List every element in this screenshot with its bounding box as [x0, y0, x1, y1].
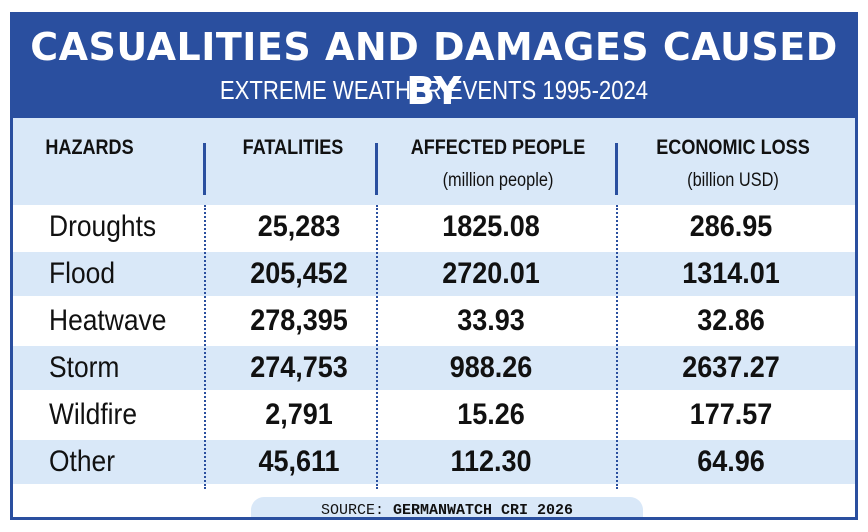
column-header-loss-label: ECONOMIC LOSS: [656, 136, 810, 159]
infographic-frame: CASUALITIES AND DAMAGES CAUSED BY EXTREM…: [10, 12, 858, 520]
column-header-hazards: HAZARDS: [23, 136, 183, 160]
hazard-name: Other: [49, 445, 116, 478]
table-row: Storm 274,753 988.26 2637.27: [13, 346, 855, 390]
fatalities-value: 45,611: [258, 445, 340, 478]
title-banner: CASUALITIES AND DAMAGES CAUSED BY EXTREM…: [13, 15, 855, 118]
affected-value: 2720.01: [442, 257, 540, 290]
economic-loss-value: 286.95: [689, 210, 773, 243]
affected-value: 988.26: [449, 351, 533, 384]
chart-subtitle: EXTREME WEATHER EVENTS 1995-2024: [219, 75, 649, 105]
header-divider: [375, 143, 378, 195]
source-label: SOURCE:: [320, 502, 384, 519]
affected-value: 112.30: [450, 445, 532, 478]
header-divider: [203, 143, 206, 195]
column-divider-dotted: [376, 205, 378, 489]
table-row: Heatwave 278,395 33.93 32.86: [13, 299, 855, 343]
chart-title: CASUALITIES AND DAMAGES CAUSED BY: [30, 25, 838, 113]
affected-value: 1825.08: [442, 210, 540, 243]
fatalities-value: 205,452: [250, 257, 348, 290]
table-row: Flood 205,452 2720.01 1314.01: [13, 252, 855, 296]
table-row: Droughts 25,283 1825.08 286.95: [13, 205, 855, 249]
economic-loss-value: 1314.01: [682, 257, 780, 290]
column-header-fatalities-label: FATALITIES: [242, 136, 344, 159]
fatalities-value: 274,753: [250, 351, 348, 384]
column-divider-dotted: [204, 205, 206, 489]
economic-loss-value: 2637.27: [682, 351, 780, 384]
table-row: Other 45,611 112.30 64.96: [13, 440, 855, 484]
hazard-name: Flood: [49, 257, 116, 290]
hazard-name: Storm: [49, 351, 120, 384]
column-header-economic-loss: ECONOMIC LOSS (billion USD): [638, 136, 827, 192]
fatalities-value: 25,283: [257, 210, 341, 243]
column-divider-dotted: [616, 205, 618, 489]
economic-loss-value: 64.96: [697, 445, 765, 478]
column-header-loss-unit: (billion USD): [687, 170, 779, 191]
source-name: GERMANWATCH CRI 2026: [393, 502, 574, 519]
economic-loss-value: 32.86: [697, 304, 765, 337]
hazard-name: Wildfire: [49, 398, 138, 431]
column-header-affected: AFFECTED PEOPLE (million people): [399, 136, 597, 192]
column-header-fatalities: FATALITIES: [216, 136, 371, 160]
table-row: Wildfire 2,791 15.26 177.57: [13, 393, 855, 437]
hazard-name: Droughts: [49, 210, 157, 243]
economic-loss-value: 177.57: [689, 398, 773, 431]
fatalities-value: 2,791: [265, 398, 333, 431]
fatalities-value: 278,395: [250, 304, 348, 337]
column-header-affected-label: AFFECTED PEOPLE: [410, 136, 586, 159]
affected-value: 33.93: [457, 304, 525, 337]
column-header-affected-unit: (million people): [442, 170, 554, 191]
hazard-name: Heatwave: [49, 304, 167, 337]
affected-value: 15.26: [457, 398, 525, 431]
source-footer: SOURCE: GERMANWATCH CRI 2026: [251, 497, 643, 519]
header-divider: [615, 143, 618, 195]
column-header-band: HAZARDS FATALITIES AFFECTED PEOPLE (mill…: [13, 118, 855, 205]
column-header-hazards-label: HAZARDS: [45, 136, 134, 159]
